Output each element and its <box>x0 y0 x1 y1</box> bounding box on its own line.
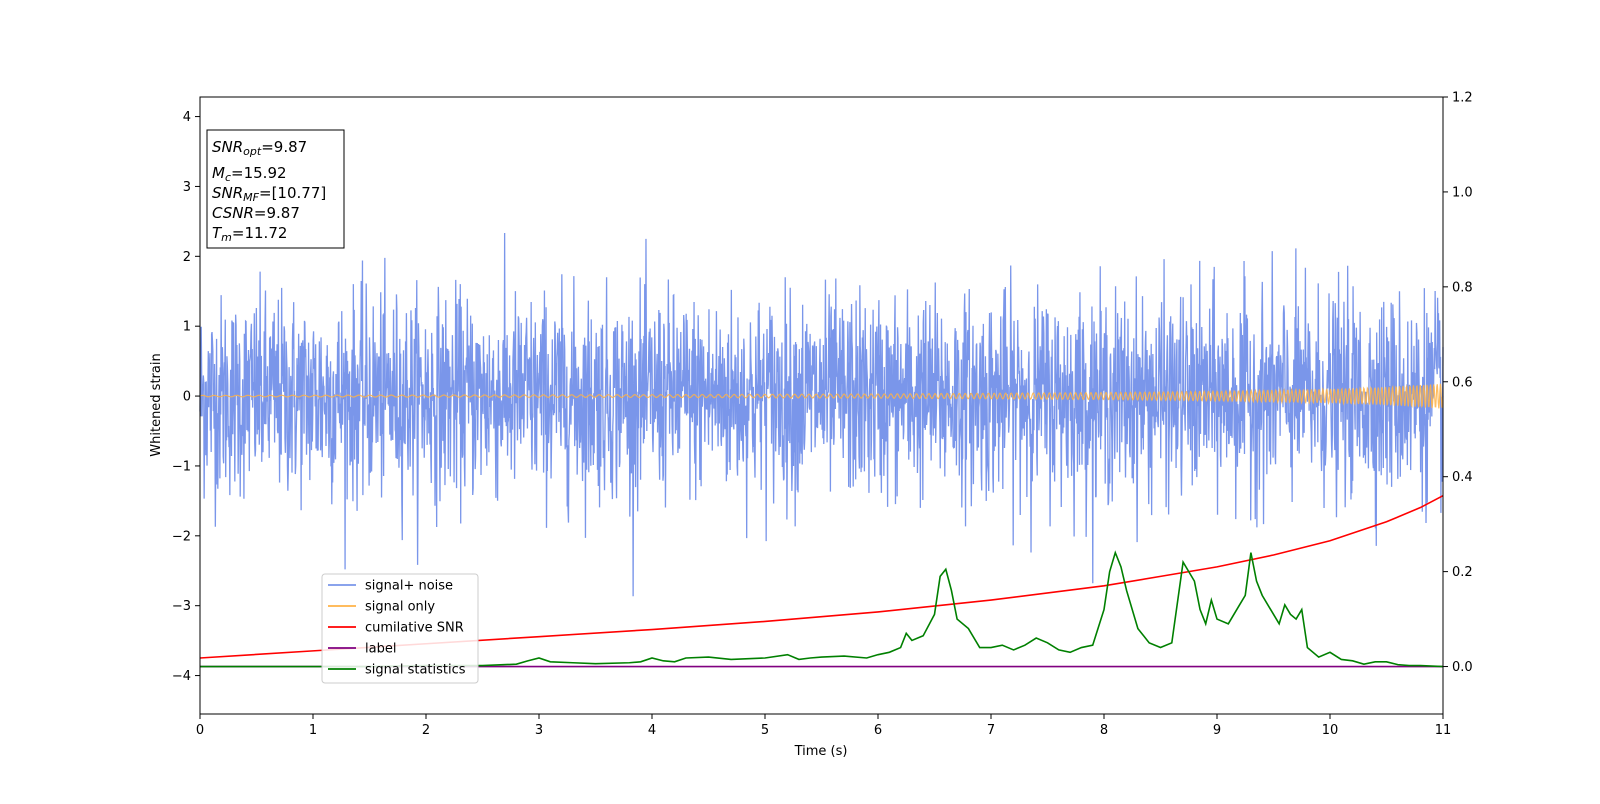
annotation-line: CSNR=9.87 <box>212 204 300 222</box>
x-tick-label: 8 <box>1100 723 1108 738</box>
legend: signal+ noise signal only cumilative SNR la… <box>321 573 479 684</box>
y-axis-label: Whitened strain <box>149 353 164 456</box>
x-tick-label: 0 <box>196 723 204 738</box>
x-tick-label: 5 <box>761 723 769 738</box>
y-tick-label: 4 <box>183 110 191 125</box>
y2-tick-label: 1.0 <box>1452 185 1473 200</box>
y2-tick-label: 0.2 <box>1452 565 1473 580</box>
x-tick-label: 1 <box>309 723 317 738</box>
y2-tick-label: 1.2 <box>1452 91 1473 106</box>
y-tick-label: 0 <box>183 390 191 405</box>
y-tick-label: −3 <box>172 599 191 614</box>
legend-entry: signal statistics <box>365 663 466 678</box>
legend-frame <box>321 573 479 684</box>
annotation-box: SNRopt=9.87 Mc=15.92SNRMF=[10.77]CSNR=9.8… <box>206 129 345 249</box>
legend-entry: label <box>365 642 396 657</box>
y-tick-label: 3 <box>183 180 191 195</box>
plot-frame <box>199 96 1444 715</box>
y-tick-label: 2 <box>183 250 191 265</box>
legend-entry: signal only <box>365 600 435 615</box>
series-cumilative-snr-line <box>199 494 1444 659</box>
x-tick-label: 7 <box>987 723 995 738</box>
legend-entry: cumilative SNR <box>365 621 464 636</box>
y2-tick-label: 0.0 <box>1452 660 1473 675</box>
annotation-line: Tm=11.72 <box>212 224 287 244</box>
y-tick-label: −4 <box>172 669 191 684</box>
axes-layer: 0 1 2 3 4 5 6 7 8 9 10 11 −4 −3 −2 −1 0 1 2 3 4 0.0 0.2 0.4 0.6 0… <box>172 91 1473 739</box>
y2-tick-label: 0.8 <box>1452 280 1473 295</box>
series-signal-statistics-line <box>200 550 1444 668</box>
x-tick-label: 3 <box>535 723 543 738</box>
series-signal-noise-line <box>199 233 1444 597</box>
annotation-line: SNRMF=[10.77] <box>212 184 326 204</box>
y-tick-label: −1 <box>172 459 191 474</box>
x-tick-label: 10 <box>1322 723 1339 738</box>
y-tick-label: 1 <box>183 320 191 335</box>
x-tick-label: 11 <box>1435 723 1452 738</box>
y2-tick-label: 0.6 <box>1452 375 1473 390</box>
x-axis-label: Time (s) <box>794 744 848 759</box>
x-tick-label: 4 <box>648 723 656 738</box>
annotation-frame <box>206 129 345 249</box>
annotation-line: Mc=15.92 <box>212 164 287 184</box>
x-tick-label: 9 <box>1213 723 1221 738</box>
noise-layer <box>199 233 1444 597</box>
x-tick-label: 2 <box>422 723 430 738</box>
series-signal-only-line <box>199 383 1444 409</box>
y-tick-label: −2 <box>172 529 191 544</box>
x-tick-label: 6 <box>874 723 882 738</box>
y2-tick-label: 0.4 <box>1452 470 1473 485</box>
legend-entry: signal+ noise <box>365 579 453 594</box>
annotation-line: SNRopt=9.87 <box>212 138 307 158</box>
